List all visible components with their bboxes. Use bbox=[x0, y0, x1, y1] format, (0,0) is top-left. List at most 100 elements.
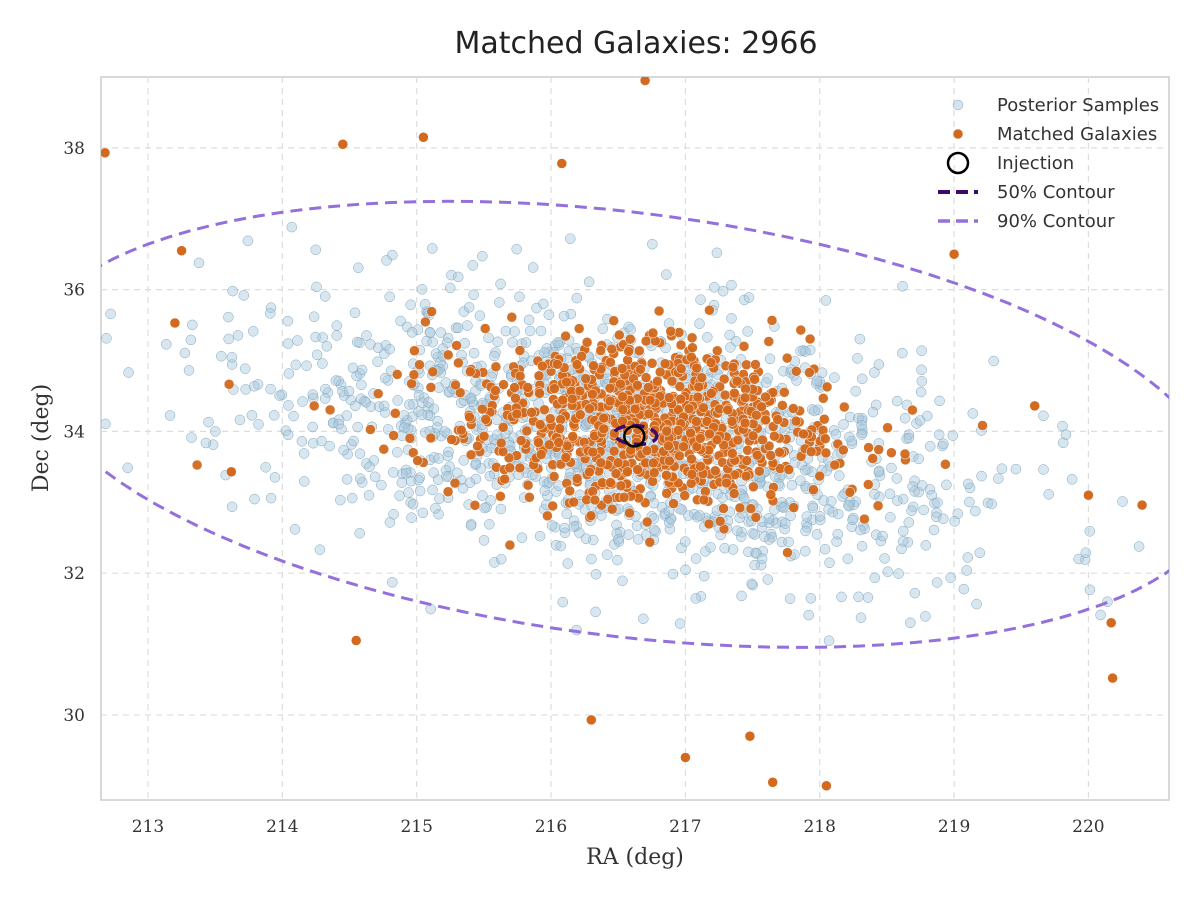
matched-galaxy-point bbox=[663, 392, 675, 403]
posterior-sample-point bbox=[1038, 410, 1049, 422]
posterior-sample-point bbox=[743, 546, 754, 558]
matched-galaxy-point bbox=[465, 449, 477, 461]
posterior-sample-point bbox=[246, 410, 258, 421]
posterior-sample-point bbox=[349, 307, 361, 319]
matched-galaxy-point bbox=[777, 400, 788, 411]
matched-galaxy-point bbox=[704, 428, 715, 440]
posterior-sample-point bbox=[427, 484, 438, 496]
posterior-sample-point bbox=[786, 479, 798, 491]
posterior-sample-point bbox=[676, 542, 687, 554]
posterior-sample-point bbox=[292, 335, 303, 346]
posterior-sample-point bbox=[1038, 464, 1049, 475]
posterior-sample-point bbox=[330, 375, 342, 386]
posterior-sample-point bbox=[388, 509, 399, 520]
posterior-sample-point bbox=[392, 447, 403, 458]
posterior-sample-point bbox=[356, 379, 367, 391]
matched-galaxy-point bbox=[640, 372, 652, 383]
posterior-sample-point bbox=[353, 262, 364, 274]
matched-galaxy-point bbox=[719, 389, 731, 401]
posterior-sample-point bbox=[311, 349, 323, 361]
matched-galaxy-point bbox=[388, 430, 399, 441]
posterior-sample-point bbox=[317, 332, 328, 343]
matched-galaxy-point bbox=[472, 440, 483, 452]
matched-galaxy-point bbox=[722, 404, 733, 416]
matched-galaxy-point bbox=[576, 351, 587, 362]
matched-galaxy-point bbox=[680, 752, 691, 763]
matched-galaxy-point bbox=[766, 315, 778, 326]
matched-galaxy-point bbox=[598, 412, 609, 424]
matched-galaxy-point bbox=[687, 342, 698, 353]
matched-galaxy-point bbox=[899, 448, 911, 460]
posterior-sample-point bbox=[924, 441, 936, 452]
posterior-sample-point bbox=[433, 453, 444, 464]
matched-galaxy-point bbox=[788, 502, 799, 513]
posterior-sample-point bbox=[920, 540, 932, 551]
posterior-sample-point bbox=[298, 448, 310, 459]
matched-galaxy-point bbox=[1136, 499, 1148, 511]
posterior-sample-point bbox=[869, 488, 880, 500]
posterior-sample-point bbox=[372, 342, 384, 354]
posterior-sample-point bbox=[427, 336, 438, 348]
posterior-sample-point bbox=[397, 468, 408, 480]
matched-galaxy-point bbox=[571, 359, 583, 370]
matched-galaxy-point bbox=[477, 403, 488, 415]
matched-galaxy-point bbox=[882, 422, 893, 433]
posterior-sample-point bbox=[458, 455, 470, 466]
posterior-sample-point bbox=[477, 490, 488, 501]
legend-galaxy-marker bbox=[952, 128, 964, 140]
posterior-sample-point bbox=[1057, 437, 1069, 449]
matched-galaxy-point bbox=[685, 427, 696, 439]
matched-galaxy-point bbox=[509, 382, 520, 393]
posterior-sample-point bbox=[439, 426, 450, 437]
matched-galaxy-point bbox=[191, 459, 203, 471]
posterior-sample-point bbox=[961, 565, 972, 576]
legend-label: Matched Galaxies bbox=[997, 124, 1157, 145]
posterior-sample-point bbox=[161, 339, 172, 350]
matched-galaxy-point bbox=[595, 345, 606, 356]
posterior-sample-point bbox=[780, 518, 791, 529]
posterior-sample-point bbox=[929, 497, 940, 509]
posterior-sample-point bbox=[234, 414, 246, 426]
posterior-sample-point bbox=[260, 462, 271, 473]
matched-galaxy-point bbox=[727, 448, 738, 459]
posterior-sample-point bbox=[265, 383, 276, 395]
matched-galaxy-point bbox=[679, 490, 690, 501]
posterior-sample-point bbox=[464, 477, 476, 488]
posterior-sample-point bbox=[970, 505, 981, 517]
posterior-sample-point bbox=[538, 476, 550, 487]
posterior-sample-point bbox=[958, 583, 970, 595]
posterior-sample-point bbox=[893, 568, 904, 579]
posterior-sample-point bbox=[854, 333, 866, 345]
posterior-sample-point bbox=[612, 554, 623, 566]
posterior-sample-point bbox=[179, 347, 191, 359]
matched-galaxy-point bbox=[795, 324, 807, 336]
posterior-sample-point bbox=[869, 367, 880, 378]
posterior-sample-point bbox=[920, 611, 931, 622]
matched-galaxy-point bbox=[640, 335, 652, 347]
matched-galaxy-point bbox=[606, 503, 618, 515]
matched-galaxy-point bbox=[542, 510, 553, 522]
posterior-sample-point bbox=[694, 510, 705, 521]
posterior-sample-point bbox=[974, 547, 986, 559]
posterior-sample-point bbox=[811, 375, 823, 387]
matched-galaxy-point bbox=[661, 488, 672, 499]
posterior-sample-point bbox=[549, 521, 561, 533]
posterior-sample-point bbox=[361, 458, 372, 469]
matched-galaxy-point bbox=[672, 425, 684, 436]
posterior-sample-point bbox=[742, 326, 753, 337]
posterior-sample-point bbox=[301, 360, 312, 371]
posterior-sample-point bbox=[931, 511, 942, 523]
matched-galaxy-point bbox=[589, 494, 601, 506]
posterior-sample-point bbox=[988, 355, 999, 367]
posterior-sample-point bbox=[561, 508, 573, 520]
matched-galaxy-point bbox=[350, 635, 362, 646]
posterior-sample-point bbox=[242, 235, 254, 247]
matched-galaxy-point bbox=[745, 503, 757, 514]
matched-galaxy-point bbox=[548, 471, 560, 482]
matched-galaxy-point bbox=[760, 414, 771, 426]
posterior-sample-point bbox=[327, 417, 339, 429]
posterior-sample-point bbox=[914, 415, 926, 426]
posterior-sample-point bbox=[388, 467, 399, 478]
posterior-sample-point bbox=[443, 446, 454, 458]
